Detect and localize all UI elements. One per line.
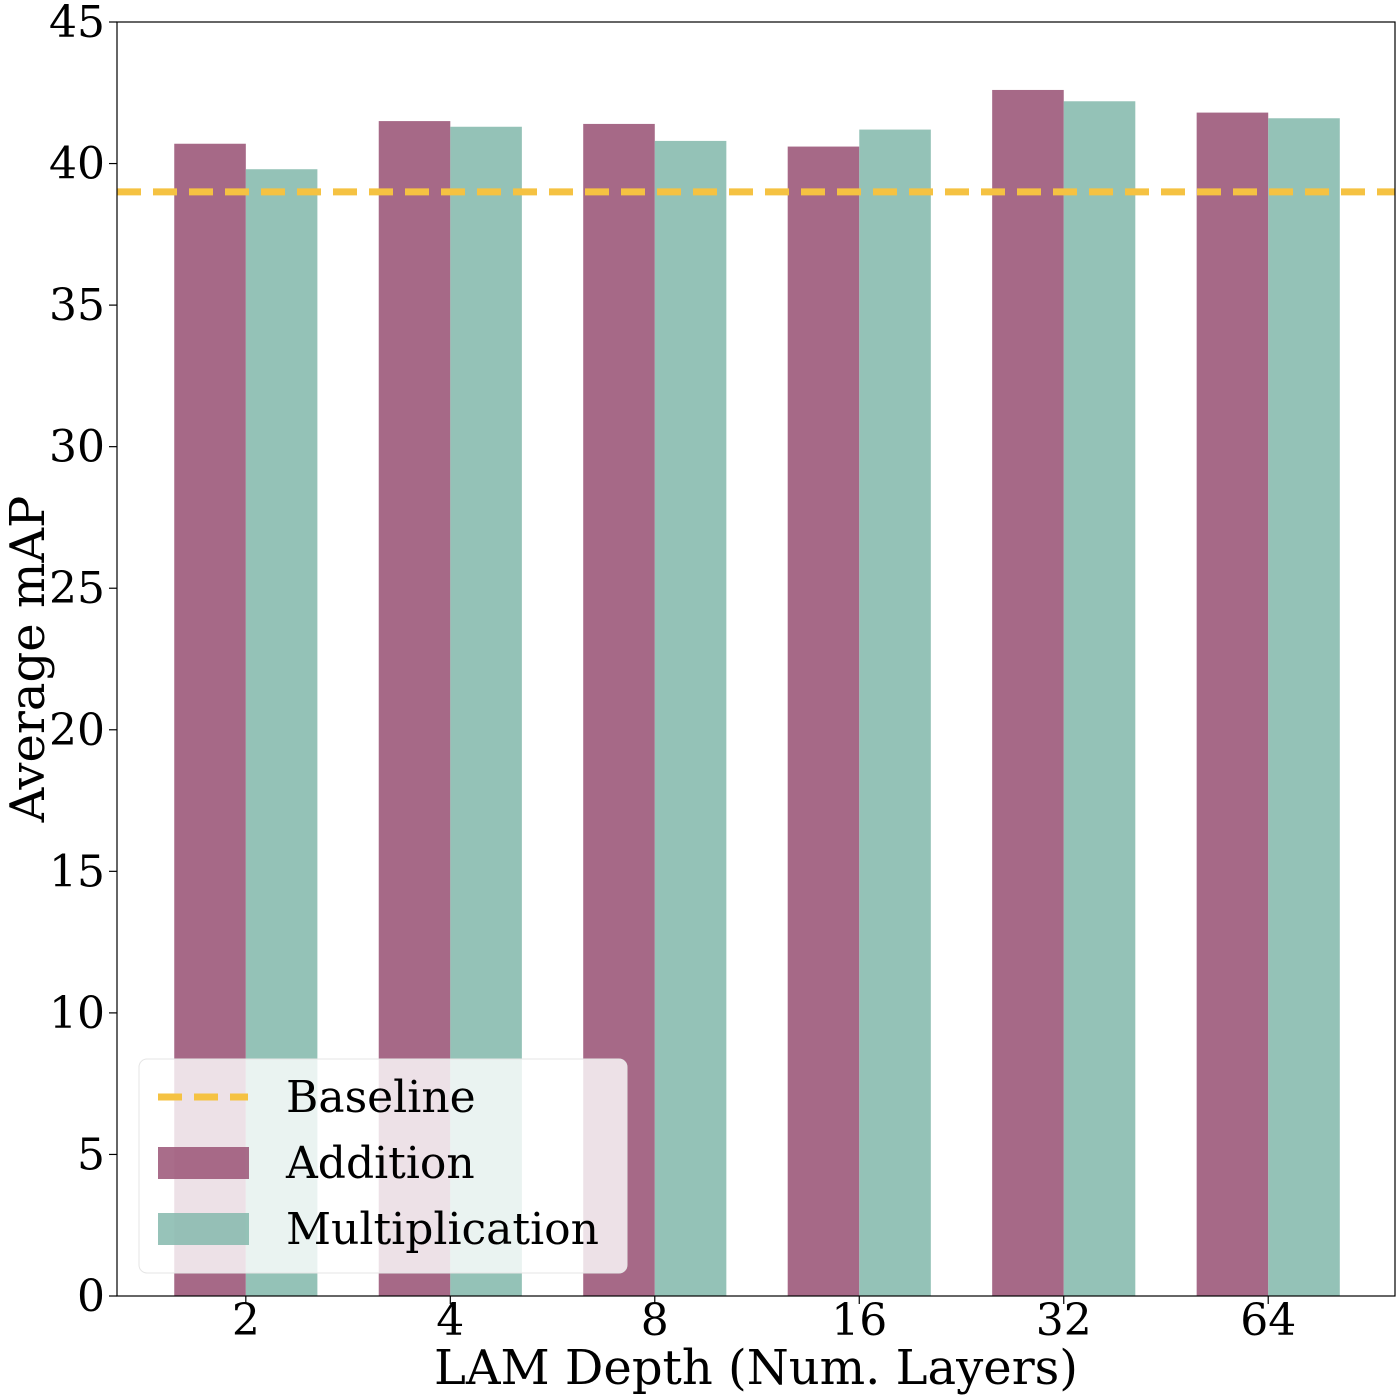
legend-baseline-label: Baseline	[286, 1072, 476, 1123]
x-axis-ticks: 2 4 8 16 32 64	[232, 1295, 1296, 1346]
legend-box	[138, 1058, 628, 1274]
y-tick-label: 40	[49, 139, 105, 190]
bar-addition-16	[787, 146, 860, 1297]
bar-multiplication-64	[1268, 118, 1340, 1296]
bar-addition-32	[992, 89, 1064, 1297]
legend: Baseline Addition Multiplication	[138, 1058, 628, 1274]
y-tick-label: 25	[49, 563, 105, 614]
bar-multiplication-8	[654, 140, 727, 1297]
y-tick-label: 35	[49, 280, 105, 331]
y-tick-label: 30	[49, 422, 105, 473]
y-axis-ticks: 0 5 10 15 20 25 30 35 40 45	[49, 0, 117, 1322]
x-axis-label: LAM Depth (Num. Layers)	[434, 1340, 1078, 1396]
x-tick-label: 16	[831, 1295, 887, 1346]
legend-addition-label: Addition	[285, 1138, 475, 1189]
x-tick-label: 64	[1240, 1295, 1296, 1346]
y-tick-label: 0	[77, 1271, 105, 1322]
x-tick-label: 2	[232, 1295, 260, 1346]
legend-multiplication-swatch	[158, 1213, 249, 1245]
bar-multiplication-16	[859, 129, 931, 1296]
plot-frame	[116, 21, 1396, 1297]
y-tick-label: 10	[49, 988, 105, 1039]
legend-multiplication-label: Multiplication	[286, 1204, 599, 1255]
y-tick-label: 5	[77, 1129, 105, 1180]
y-tick-label: 15	[49, 846, 105, 897]
y-axis-label: Average mAP	[0, 496, 56, 824]
bar-addition-64	[1196, 112, 1269, 1296]
y-tick-label: 45	[49, 0, 105, 48]
bar-multiplication-32	[1063, 101, 1136, 1296]
legend-addition-swatch	[158, 1147, 249, 1179]
x-tick-label: 32	[1036, 1295, 1092, 1346]
y-tick-label: 20	[49, 705, 105, 756]
x-tick-label: 8	[641, 1295, 669, 1346]
x-tick-label: 4	[436, 1295, 464, 1346]
